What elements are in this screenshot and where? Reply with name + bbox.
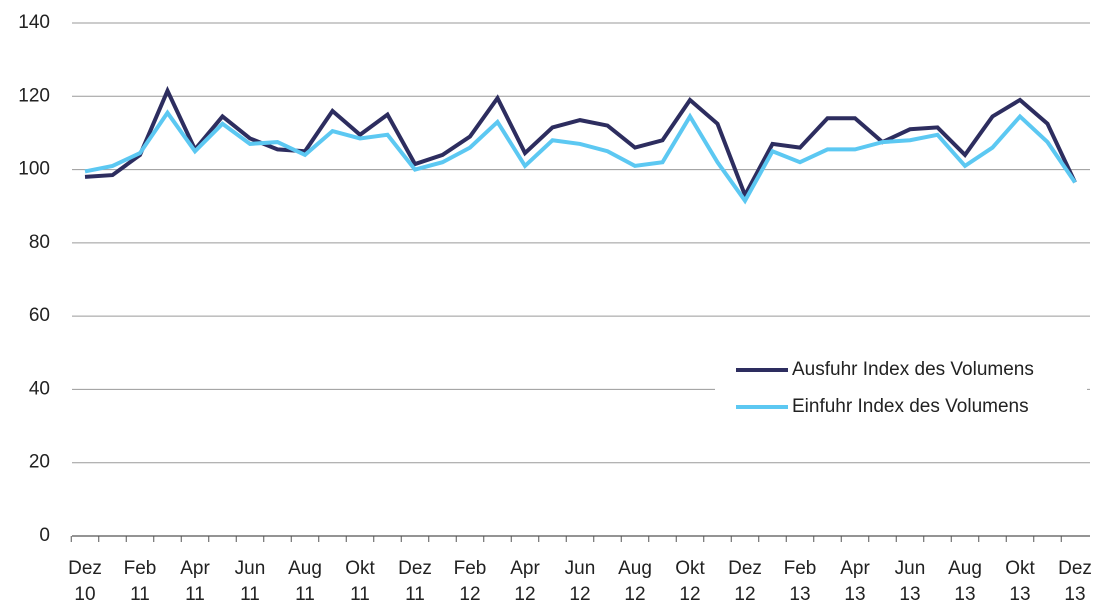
x-tick-label: Okt 12 — [675, 558, 705, 605]
y-tick-label: 20 — [29, 452, 50, 473]
x-tick-label: Apr 13 — [840, 558, 870, 605]
x-tick-label: Aug 12 — [618, 558, 652, 605]
y-tick-label: 100 — [18, 159, 50, 180]
x-tick-label: Jun 11 — [234, 558, 266, 605]
x-tick-label: Apr 11 — [180, 558, 210, 605]
x-tick-label: Jun 12 — [564, 558, 596, 605]
y-tick-label: 120 — [18, 85, 50, 106]
x-tick-label: Aug 11 — [288, 558, 322, 605]
series-line — [84, 109, 1077, 205]
legend-label: Ausfuhr Index des Volumens — [792, 359, 1034, 380]
x-tick-label: Feb 13 — [783, 558, 817, 605]
y-tick-label: 0 — [39, 525, 50, 546]
x-tick-label: Feb 11 — [123, 558, 157, 605]
y-tick-label: 60 — [29, 305, 50, 326]
x-tick-label: Feb 12 — [453, 558, 487, 605]
x-tick-label: Dez 12 — [728, 558, 762, 605]
y-tick-label: 140 — [18, 12, 50, 33]
series-line — [84, 85, 1077, 201]
x-tick-label: Apr 12 — [510, 558, 540, 605]
x-tick-label: Dez 11 — [398, 558, 432, 605]
x-tick-label: Dez 10 — [68, 558, 102, 605]
legend-label: Einfuhr Index des Volumens — [792, 396, 1029, 417]
y-tick-label: 80 — [29, 232, 50, 253]
x-tick-label: Dez 13 — [1058, 558, 1092, 605]
x-tick-label: Jun 13 — [894, 558, 926, 605]
x-tick-label: Okt 13 — [1005, 558, 1035, 605]
legend-box — [715, 350, 1087, 426]
y-tick-label: 40 — [29, 378, 50, 399]
x-tick-label: Aug 13 — [948, 558, 982, 605]
x-tick-label: Okt 11 — [345, 558, 375, 605]
